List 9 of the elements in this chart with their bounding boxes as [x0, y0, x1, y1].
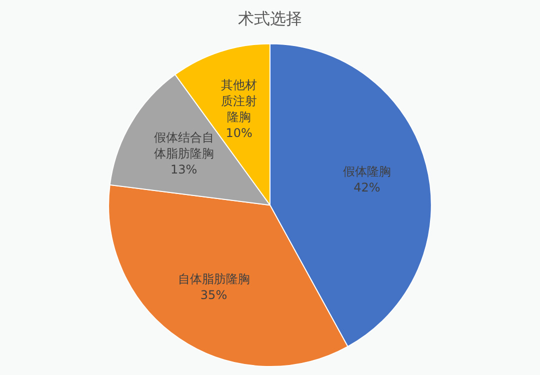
slice-label: 自体脂肪隆胸 [178, 272, 250, 286]
slice-label: 假体隆胸 [342, 164, 391, 178]
data-label: 35% [200, 288, 228, 302]
data-label: 13% [170, 162, 198, 176]
data-label: 10% [226, 126, 252, 140]
chart-title: 术式选择 [238, 8, 302, 28]
data-label: 42% [354, 180, 380, 194]
slice-label: 假体结合自体脂肪隆胸 [154, 130, 214, 160]
slice-label: 其他材质注射隆胸 [221, 78, 258, 124]
